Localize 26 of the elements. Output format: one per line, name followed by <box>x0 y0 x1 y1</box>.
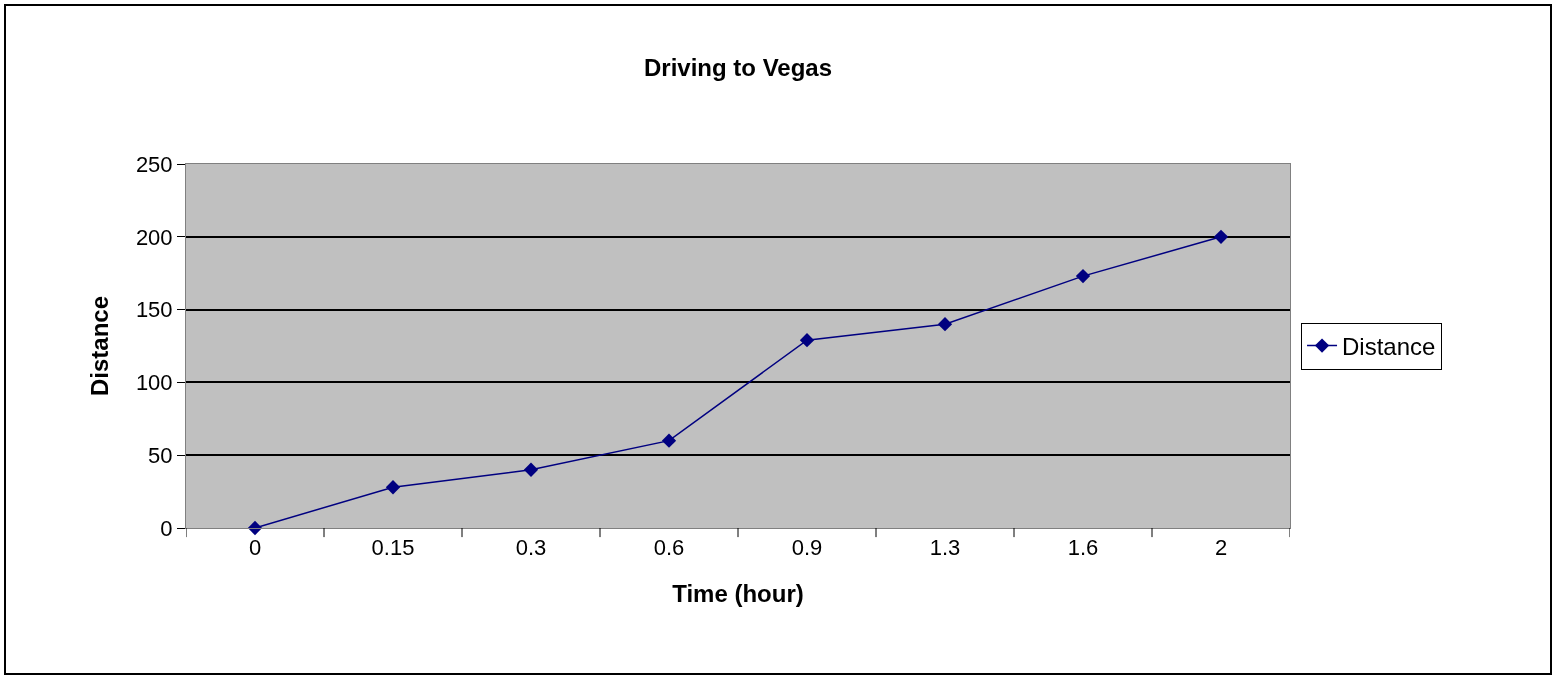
legend-label: Distance <box>1342 332 1436 360</box>
y-tick-label: 100 <box>135 370 173 396</box>
point <box>661 433 677 448</box>
x-tick-label: 0.6 <box>653 535 685 561</box>
point <box>937 317 953 332</box>
point <box>247 520 263 536</box>
y-tick-label: 150 <box>135 297 173 323</box>
point <box>1213 229 1229 244</box>
y-tick-label: 250 <box>135 151 173 177</box>
x-tick-label: 0.9 <box>791 535 823 561</box>
x-axis-title: Time (hour) <box>672 579 804 607</box>
x-tick-label: 2 <box>1214 535 1228 561</box>
point <box>523 462 539 477</box>
x-tick-label: 0 <box>248 535 262 561</box>
x-tick-label: 0.3 <box>515 535 547 561</box>
point <box>385 480 401 495</box>
x-tick-label: 1.3 <box>929 535 961 561</box>
point <box>799 333 815 348</box>
y-axis-title: Distance <box>85 295 113 397</box>
x-tick-label: 1.6 <box>1067 535 1099 561</box>
y-tick-label: 0 <box>160 515 173 541</box>
y-tick-label: 50 <box>148 442 173 468</box>
x-tick-label: 0.15 <box>371 535 415 561</box>
y-tick-label: 200 <box>135 224 173 250</box>
chart-title: Driving to Vegas <box>643 54 833 82</box>
point <box>1075 268 1091 284</box>
